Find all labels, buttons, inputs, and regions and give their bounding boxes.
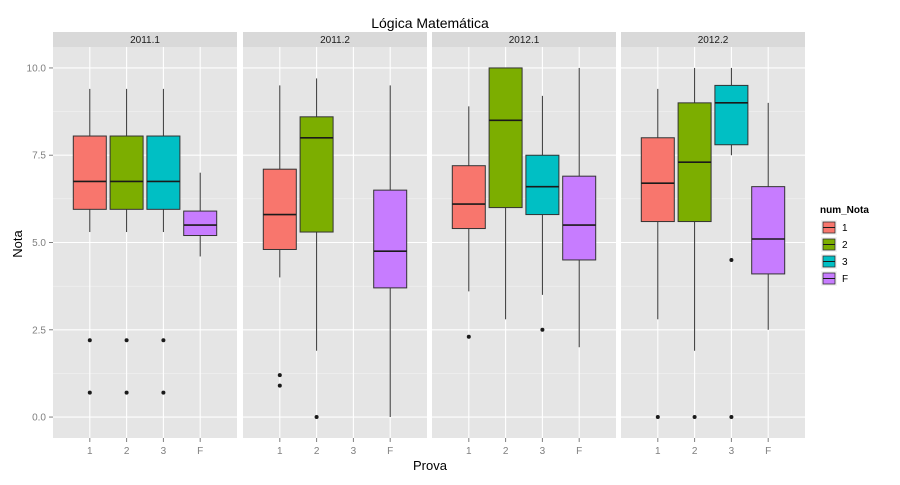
facet-strip — [621, 32, 805, 47]
outlier-point — [161, 338, 166, 343]
facet-strip — [243, 32, 427, 47]
outlier-point — [692, 415, 697, 420]
x-tick-label: 2 — [692, 446, 698, 457]
y-tick-label: 10.0 — [27, 63, 47, 74]
outlier-point — [655, 415, 660, 420]
x-tick-label: F — [576, 446, 582, 457]
x-tick-label: 3 — [161, 446, 167, 457]
outlier-point — [466, 334, 471, 339]
x-tick-label: 2 — [124, 446, 130, 457]
outlier-point — [87, 390, 92, 395]
y-axis-label: Nota — [10, 230, 25, 258]
x-tick-label: 3 — [540, 446, 546, 457]
x-tick-label: F — [765, 446, 771, 457]
x-tick-label: F — [197, 446, 203, 457]
facet-strip — [53, 32, 237, 47]
x-tick-label: 1 — [466, 446, 472, 457]
y-tick-label: 5.0 — [32, 238, 46, 249]
outlier-point — [277, 373, 282, 378]
box-2 — [109, 135, 144, 210]
x-axis-label: Prova — [413, 458, 448, 473]
x-tick-label: 1 — [87, 446, 93, 457]
facet-strip — [432, 32, 616, 47]
box-2 — [488, 67, 523, 209]
panels-layer: 2011.1 1 2 3 F 2011.2 1 2 3 F 2012.1 1 2 3 F 2012.2 1 2 3 F… — [27, 32, 805, 457]
chart-title: Lógica Matemática — [371, 15, 489, 31]
x-tick-label: 1 — [655, 446, 661, 457]
box-1 — [262, 168, 297, 250]
outlier-point — [277, 383, 282, 388]
facet-strip-label: 2011.2 — [320, 35, 350, 46]
facet-strip-label: 2012.1 — [509, 35, 540, 46]
outlier-point — [124, 390, 129, 395]
box-3 — [146, 135, 181, 210]
legend-label: 3 — [842, 257, 848, 268]
y-tick-label: 0.0 — [32, 413, 46, 424]
outlier-point — [729, 415, 734, 420]
outlier-point — [729, 257, 734, 262]
box-1 — [640, 137, 675, 223]
legend-label: 2 — [842, 240, 848, 251]
box-F — [562, 175, 597, 261]
legend-label: F — [842, 274, 848, 285]
legend: num_Nota 1 2 3 F — [820, 205, 869, 286]
legend-label: 1 — [842, 223, 848, 234]
x-tick-label: 1 — [277, 446, 283, 457]
y-tick-label: 2.5 — [32, 325, 46, 336]
outlier-point — [314, 415, 319, 420]
x-tick-label: 3 — [729, 446, 735, 457]
box-1 — [451, 165, 486, 230]
facet-strip-label: 2012.2 — [698, 35, 729, 46]
x-tick-label: F — [387, 446, 393, 457]
box-2 — [299, 116, 334, 233]
facet-strip-label: 2011.1 — [130, 35, 160, 46]
box-3 — [714, 84, 749, 146]
outlier-point — [161, 390, 166, 395]
x-tick-label: 2 — [503, 446, 509, 457]
x-tick-label: 3 — [351, 446, 357, 457]
outlier-point — [124, 338, 129, 343]
legend-title: num_Nota — [820, 205, 869, 216]
box-F — [373, 189, 408, 289]
x-tick-label: 2 — [314, 446, 320, 457]
outlier-point — [540, 327, 545, 332]
box-F — [751, 186, 786, 275]
box-F — [183, 210, 218, 237]
y-tick-label: 7.5 — [32, 151, 46, 162]
box-3 — [525, 154, 560, 216]
outlier-point — [87, 338, 92, 343]
box-1 — [72, 135, 107, 210]
